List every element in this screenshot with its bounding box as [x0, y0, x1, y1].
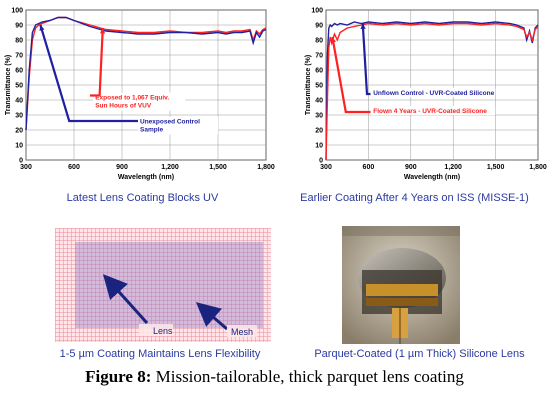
figure-caption: Figure 8: Mission-tailorable, thick parq…: [0, 367, 549, 387]
chart2-plot: 0 10 20 30 40 50 60 70 80 90 100 300 600 900 1,200 1,50…: [305, 8, 547, 182]
chart2-ytick-label: 90: [315, 23, 323, 30]
caption-chart-left: Latest Lens Coating Blocks UV: [66, 192, 219, 204]
lens-mesh-svg: Lens Mesh: [55, 228, 271, 342]
chart2-legend-bg-1: [371, 106, 496, 115]
chart2-legend-label-1: Flown 4 Years - UVR-Coated Silicone: [373, 108, 487, 115]
mesh-label: Mesh: [231, 327, 253, 337]
caption-photo-left: 1-5 µm Coating Maintains Lens Flexibilit…: [59, 348, 261, 360]
chart2-ytick-label: 20: [315, 128, 323, 135]
chart2-ytick-label: 40: [315, 98, 323, 105]
chart2-xtick-label: 1,800: [529, 164, 547, 171]
chart1-xlabel: Wavelength (nm): [118, 174, 174, 181]
lens-mesh-photo: Lens Mesh: [55, 228, 271, 342]
chart1-ytick-label: 60: [15, 68, 23, 75]
chart1-ylabel: Transmittance (%): [5, 55, 12, 115]
figure-label: Figure 8:: [85, 367, 152, 386]
caption-photo-right: Parquet-Coated (1 µm Thick) Silicone Len…: [314, 348, 525, 360]
mesh-arrow: [195, 302, 228, 331]
chart2-ytick-label: 0: [319, 158, 323, 165]
chart2-ytick-label: 10: [315, 143, 323, 150]
chart1-plot: 0 10 20 30 40 50 60 70 80 90 100 300 600 900 1,200 1,50…: [5, 8, 275, 182]
chart1-ytick-label: 70: [15, 53, 23, 60]
chart2-ytick-label: 70: [315, 53, 323, 60]
chart2-ytick-label: 80: [315, 38, 323, 45]
chart2-xtick-label: 600: [363, 164, 375, 171]
figure-text: Mission-tailorable, thick parquet lens c…: [151, 367, 464, 386]
chart1-red-arrow: [90, 27, 104, 97]
orange-tape: [366, 284, 438, 296]
chart1-ytick-label: 30: [15, 113, 23, 120]
chart-right: 0 10 20 30 40 50 60 70 80 90 100 300 600 900 1,200 1,50…: [280, 6, 549, 186]
chart1-series-line-1: [25, 16, 267, 131]
chart-right-svg: 0 10 20 30 40 50 60 70 80 90 100 300 600 900 1,200 1,50…: [305, 8, 547, 182]
chart2-xtick-label: 300: [320, 164, 332, 171]
chart1-legend-label-0: Sun Hours of VUV: [95, 103, 152, 110]
chart1-legend-bg-0: [93, 92, 186, 111]
chart2-ytick-label: 100: [311, 8, 323, 15]
chart2-blue-arrow: [361, 23, 371, 96]
parquet-lens-photo: [342, 226, 460, 344]
chart1-blue-arrow-head: [39, 25, 45, 31]
chart1-ytick-label: 80: [15, 38, 23, 45]
chart1-ytick-label: 10: [15, 143, 23, 150]
chart1-red-arrow-head: [99, 28, 106, 34]
chart2-ytick-label: 30: [315, 113, 323, 120]
chart2-ytick-label: 50: [315, 83, 323, 90]
chart2-legend-bg-0: [371, 88, 496, 97]
caption-chart-right: Earlier Coating After 4 Years on ISS (MI…: [300, 192, 529, 204]
chart1-ytick-label: 20: [15, 128, 23, 135]
chart2-blue-arrow-head: [360, 23, 366, 30]
chart1-blue-arrow: [39, 24, 138, 123]
chart2-xtick-label: 1,200: [444, 164, 462, 171]
chart2-xtick-label: 900: [405, 164, 417, 171]
chart2-xtick-label: 1,500: [487, 164, 505, 171]
chart1-legend-label-0: Exposed to 1,067 Equiv.: [95, 95, 169, 102]
chart1-ytick-label: 90: [15, 23, 23, 30]
chart1-ytick-label: 100: [11, 8, 23, 15]
chart1-xtick-label: 600: [68, 164, 80, 171]
chart1-xtick-label: 1,200: [161, 164, 179, 171]
chart2-series-line-1: [325, 22, 539, 161]
chart1-legend-label-1: Unexposed Control: [140, 119, 200, 126]
parquet-lens-svg: [342, 226, 460, 344]
lens-arrow: [102, 274, 149, 325]
chart1-xtick-label: 300: [20, 164, 32, 171]
chart-left: 0 10 20 30 40 50 60 70 80 90 100 300 600 900 1,200 1,50…: [0, 6, 275, 186]
chart1-xtick-label: 1,500: [209, 164, 227, 171]
chart2-ylabel: Transmittance (%): [305, 55, 312, 115]
chart1-legend-bg-1: [138, 116, 218, 135]
chart1-ytick-label: 0: [19, 158, 23, 165]
chart2-xlabel: Wavelength (nm): [404, 174, 460, 181]
lens-label: Lens: [153, 326, 173, 336]
chart2-red-arrow-head: [330, 37, 336, 43]
chart-left-svg: 0 10 20 30 40 50 60 70 80 90 100 300 600 900 1,200 1,50…: [5, 8, 275, 182]
chart2-legend-label-0: Unflown Control - UVR-Coated Silicone: [373, 90, 494, 97]
chart2-ytick-label: 60: [315, 68, 323, 75]
chart1-legend-label-1: Sample: [140, 127, 164, 134]
chart1-ytick-label: 50: [15, 83, 23, 90]
chart1-xtick-label: 900: [116, 164, 128, 171]
chart2-red-arrow: [331, 36, 371, 114]
chart1-ytick-label: 40: [15, 98, 23, 105]
chart1-xtick-label: 1,800: [257, 164, 275, 171]
